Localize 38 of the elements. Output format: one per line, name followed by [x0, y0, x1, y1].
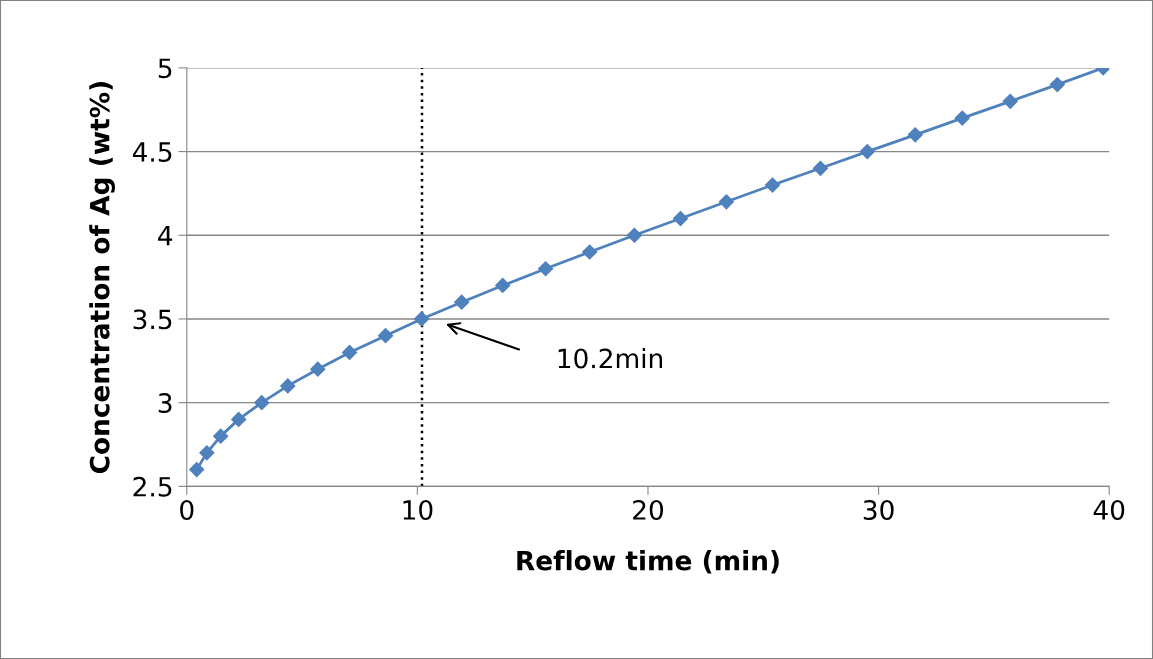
- point: [1049, 77, 1065, 93]
- y-tick-label: 2.5: [133, 476, 172, 497]
- x-tick-label: 0: [180, 500, 194, 520]
- y-tick-label: 3.5: [133, 309, 172, 330]
- point: [954, 110, 970, 126]
- point: [495, 277, 511, 294]
- point: [199, 445, 215, 461]
- x-tick-label: 10: [403, 500, 433, 520]
- point: [213, 428, 229, 444]
- y-tick-label: 4.5: [132, 142, 172, 162]
- point: [231, 411, 247, 427]
- y-axis-title: Concentration of Ag (wt%): [89, 82, 115, 474]
- point: [538, 261, 554, 277]
- point: [626, 227, 642, 243]
- x-tick-label: 20: [633, 500, 664, 520]
- point: [582, 244, 598, 260]
- point: [454, 294, 470, 310]
- point: [812, 160, 829, 176]
- point: [1002, 93, 1018, 109]
- point: [254, 395, 270, 411]
- point: [377, 328, 394, 344]
- y-tick-label: 5: [158, 58, 172, 79]
- x-tick-label: 40: [1093, 500, 1125, 520]
- annotation: 10.2min: [558, 348, 663, 369]
- point: [859, 143, 875, 160]
- x-tick-label: 30: [863, 500, 894, 520]
- y-tick-label: 4: [158, 226, 173, 246]
- point: [310, 361, 326, 377]
- point: [672, 210, 689, 227]
- point: [764, 177, 781, 193]
- x-axis-title: Reflow time (min): [517, 550, 779, 574]
- point: [718, 194, 734, 210]
- y-tick-label: 3: [158, 393, 172, 414]
- point: [189, 462, 205, 478]
- point: [907, 127, 923, 143]
- point: [280, 378, 296, 394]
- point: [413, 311, 430, 327]
- point: [342, 344, 358, 361]
